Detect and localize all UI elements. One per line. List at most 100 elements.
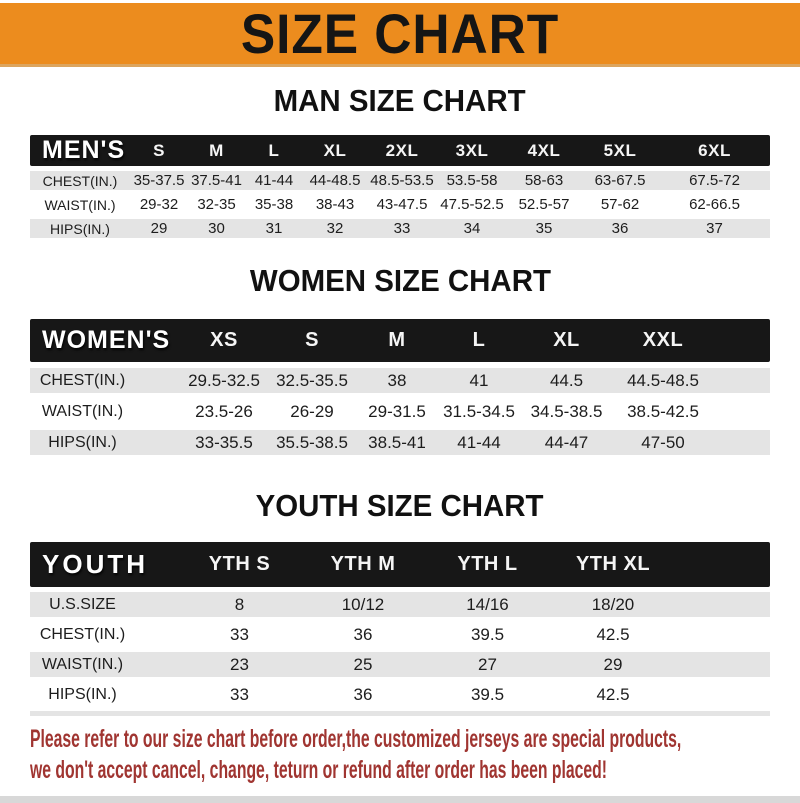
table-row: WAIST(IN.) 23 25 27 29 <box>30 652 770 677</box>
table-cell: 35-38 <box>254 196 294 213</box>
table-cell: 18/20 <box>591 594 635 614</box>
table-cell: 44-47 <box>544 432 589 452</box>
table-cell: 39.5 <box>470 624 505 644</box>
table-row: HIPS(IN.) 29 30 31 32 33 34 35 36 37 <box>30 219 770 238</box>
table-cell: 58-63 <box>524 172 564 189</box>
column-header: XXL <box>642 329 684 351</box>
table-cell: 29-31.5 <box>368 401 426 421</box>
table-cell: 42.5 <box>596 624 630 644</box>
table-cell: 38-43 <box>315 196 355 213</box>
table-cell: 35-37.5 <box>133 172 185 189</box>
table-cell: 33 <box>230 684 249 704</box>
row-label: WAIST(IN.) <box>44 196 116 213</box>
table-row: WAIST(IN.) 23.5-26 26-29 29-31.5 31.5-34… <box>30 399 770 424</box>
row-label: CHEST(IN.) <box>39 371 126 389</box>
table-cell: 25 <box>353 654 373 674</box>
table-cell: 10/12 <box>341 594 385 614</box>
column-header: 6XL <box>698 140 731 160</box>
column-header: XL <box>323 140 347 160</box>
column-header: 5XL <box>603 140 637 160</box>
table-cell: 63-67.5 <box>594 172 646 189</box>
table-cell: 35.5-38.5 <box>276 432 348 452</box>
row-label: WAIST(IN.) <box>41 655 124 673</box>
table-cell: 41-44 <box>457 432 501 452</box>
table-row: WAIST(IN.) 29-32 32-35 35-38 38-43 43-47… <box>30 195 770 214</box>
table-cell: 33 <box>393 220 411 237</box>
table-cell: 67.5-72 <box>689 172 740 189</box>
table-cell: 32.5-35.5 <box>276 370 348 390</box>
note-line-1: Please refer to our size chart before or… <box>30 725 682 753</box>
table-cell: 44.5 <box>549 370 584 390</box>
table-row: CHEST(IN.) 29.5-32.5 32.5-35.5 38 41 44.… <box>30 368 770 393</box>
column-header: M <box>209 140 224 160</box>
page-title: SIZE CHART <box>240 2 560 65</box>
table-cell: 30 <box>208 220 225 237</box>
table-cell: 41-44 <box>254 172 294 189</box>
note-line-2: we don't accept cancel, change, teturn o… <box>30 756 608 784</box>
youth-section: YOUTH SIZE CHART <box>0 489 800 523</box>
column-header: 2XL <box>385 140 419 160</box>
table-row: HIPS(IN.) 33 36 39.5 42.5 <box>30 682 770 707</box>
youth-table-label: YOUTH <box>42 549 148 579</box>
column-header: 4XL <box>527 140 561 160</box>
table-cell: 47-50 <box>641 432 685 452</box>
women-size-table: WOMEN'S XS S M L XL XXL CHEST(IN.) 29.5-… <box>30 319 770 455</box>
women-section-title: WOMEN SIZE CHART <box>249 263 551 298</box>
men-section-title: MAN SIZE CHART <box>274 83 526 118</box>
table-cell: 34 <box>463 220 481 237</box>
table-cell: 32 <box>326 220 344 237</box>
banner: SIZE CHART <box>0 2 800 67</box>
row-label: HIPS(IN.) <box>48 433 117 451</box>
table-cell: 47.5-52.5 <box>440 196 504 213</box>
row-label: HIPS(IN.) <box>48 685 117 703</box>
column-header: XL <box>553 329 580 351</box>
table-cell: 8 <box>234 594 245 614</box>
table-cell: 57-62 <box>600 196 640 213</box>
column-header: S <box>305 329 319 351</box>
column-header: XS <box>210 329 238 351</box>
men-size-table: MEN'S S M L XL 2XL 3XL 4XL 5XL 6XL CHEST… <box>30 135 770 238</box>
table-cell: 38.5-42.5 <box>627 401 699 421</box>
column-header: YTH XL <box>575 553 651 575</box>
table-cell: 52.5-57 <box>518 196 570 213</box>
table-cell: 37.5-41 <box>191 172 242 189</box>
footer-note: Please refer to our size chart before or… <box>30 724 770 786</box>
table-cell: 33 <box>230 624 249 644</box>
table-cell: 31 <box>265 220 283 237</box>
table-cell: 39.5 <box>470 684 505 704</box>
table-cell: 44.5-48.5 <box>627 370 699 390</box>
row-label: U.S.SIZE <box>49 595 116 613</box>
table-cell: 35 <box>535 220 553 237</box>
column-header: M <box>388 329 406 351</box>
table-cell: 32-35 <box>197 196 236 213</box>
men-section: MAN SIZE CHART <box>0 84 800 118</box>
table-cell: 29 <box>150 220 168 237</box>
table-cell: 48.5-53.5 <box>370 172 434 189</box>
table-row: CHEST(IN.) 35-37.5 37.5-41 41-44 44-48.5… <box>30 171 770 190</box>
table-cell: 53.5-58 <box>446 172 498 189</box>
table-bottom-strip <box>30 711 770 716</box>
table-cell: 36 <box>353 624 373 644</box>
table-cell: 37 <box>706 220 723 237</box>
women-table-label: WOMEN'S <box>42 326 171 354</box>
column-header: 3XL <box>455 140 489 160</box>
table-cell: 62-66.5 <box>689 196 740 213</box>
table-cell: 42.5 <box>596 684 630 704</box>
column-header: YTH M <box>330 553 396 575</box>
table-row: HIPS(IN.) 33-35.5 35.5-38.5 38.5-41 41-4… <box>30 430 770 455</box>
women-section: WOMEN SIZE CHART <box>0 264 800 298</box>
youth-section-title: YOUTH SIZE CHART <box>256 488 544 523</box>
table-cell: 29-32 <box>139 196 179 213</box>
table-cell: 29.5-32.5 <box>188 370 260 390</box>
youth-table-header: YOUTH YTH S YTH M YTH L YTH XL <box>30 542 770 587</box>
column-header: S <box>153 140 165 160</box>
row-label: HIPS(IN.) <box>50 220 110 237</box>
column-header: YTH S <box>208 553 271 575</box>
table-row: CHEST(IN.) 33 36 39.5 42.5 <box>30 622 770 647</box>
table-cell: 43-47.5 <box>376 196 428 213</box>
row-label: WAIST(IN.) <box>41 402 124 420</box>
table-cell: 38.5-41 <box>368 432 426 452</box>
youth-size-table: YOUTH YTH S YTH M YTH L YTH XL U.S.SIZE … <box>30 542 770 716</box>
table-cell: 38 <box>387 370 407 390</box>
row-label: CHEST(IN.) <box>42 172 118 189</box>
